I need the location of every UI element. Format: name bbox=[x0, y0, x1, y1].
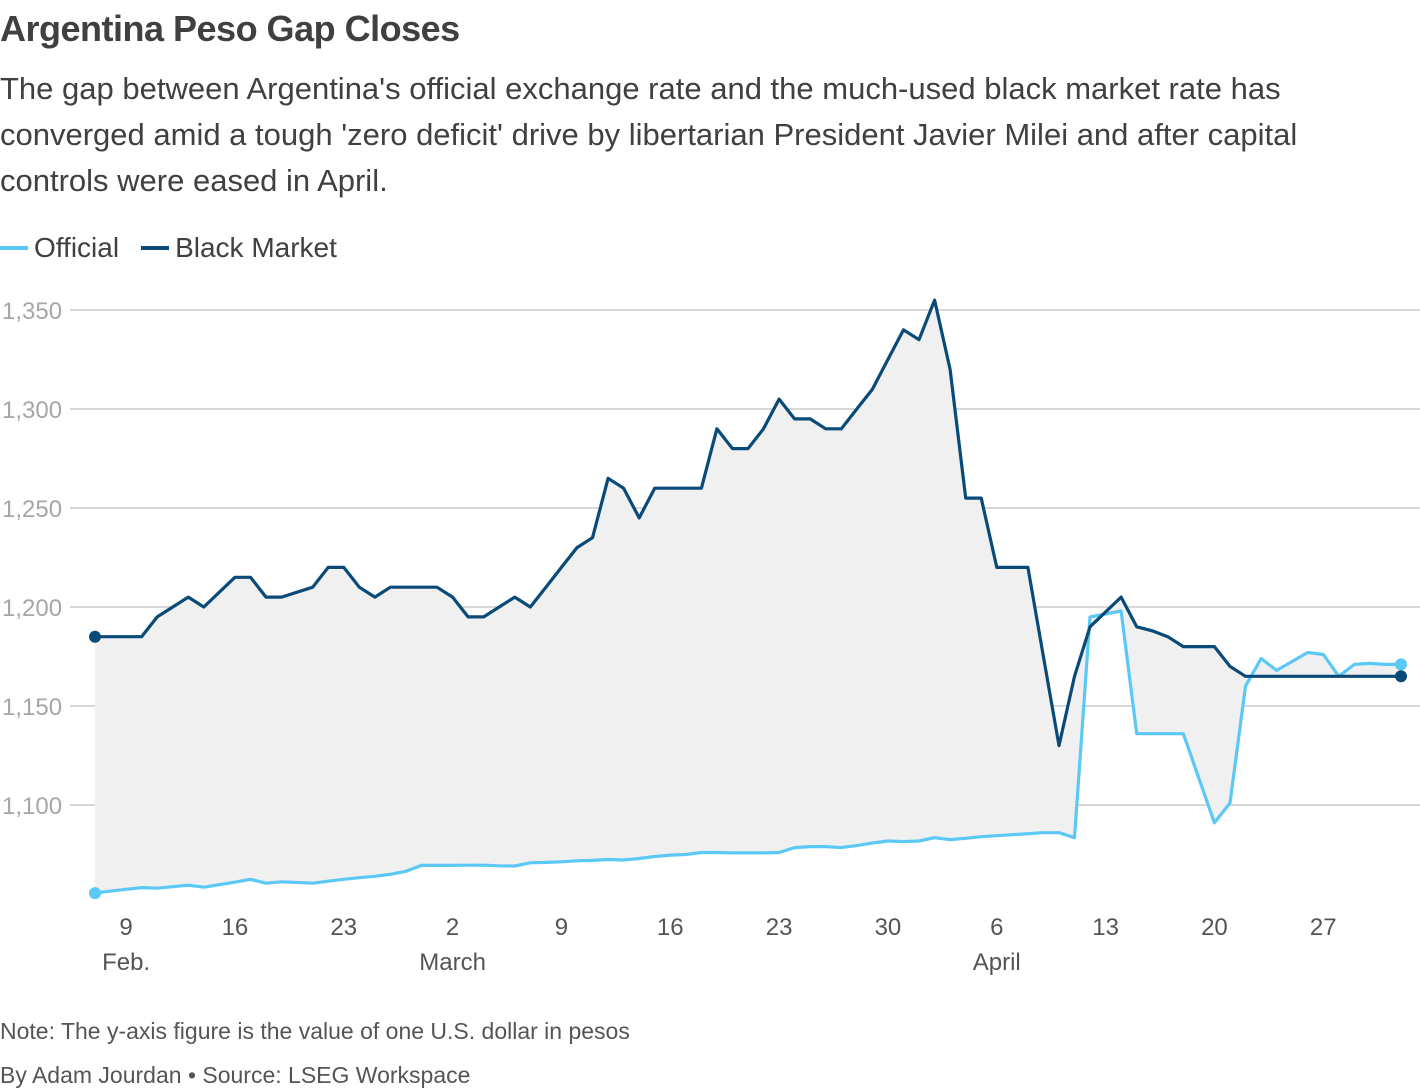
x-tick-label: 6 bbox=[990, 914, 1003, 941]
series-line-black-market bbox=[95, 298, 1401, 748]
legend-item-official: Official bbox=[0, 232, 119, 264]
x-month-label: April bbox=[973, 949, 1021, 976]
x-tick-label: 23 bbox=[766, 914, 793, 941]
series-end-marker-black-market bbox=[1395, 670, 1407, 683]
chart-title: Argentina Peso Gap Closes bbox=[0, 8, 460, 49]
x-tick-label: 13 bbox=[1092, 914, 1119, 941]
x-tick-label: 20 bbox=[1201, 914, 1228, 941]
x-tick-label: 23 bbox=[330, 914, 357, 941]
x-tick-label: 2 bbox=[446, 914, 459, 941]
legend: Official Black Market bbox=[0, 232, 359, 264]
legend-item-black-market: Black Market bbox=[141, 232, 337, 264]
series-start-marker-black-market bbox=[89, 630, 101, 643]
y-tick-label: 1,250 bbox=[2, 496, 62, 523]
gap-area bbox=[95, 300, 1401, 894]
x-tick-label: 9 bbox=[119, 914, 132, 941]
series-start-marker-official bbox=[89, 887, 101, 900]
x-tick-label: 16 bbox=[222, 914, 249, 941]
x-month-label: Feb. bbox=[102, 949, 150, 976]
legend-swatch-official bbox=[0, 246, 28, 250]
x-tick-label: 9 bbox=[555, 914, 568, 941]
y-tick-label: 1,350 bbox=[2, 298, 62, 325]
series-line-official bbox=[94, 609, 1401, 895]
line-chart: 1,100 1,150 1,200 1,250 1,300 1,350 9 Feb. 16 23 2… bbox=[2, 298, 1420, 976]
x-tick-label: 16 bbox=[657, 914, 684, 941]
y-tick-label: 1,200 bbox=[2, 595, 62, 622]
chart-subtitle: The gap between Argentina's official exc… bbox=[0, 71, 1298, 198]
series-end-marker-official bbox=[1395, 658, 1407, 671]
x-tick-label: 30 bbox=[875, 914, 902, 941]
x-tick-label: 27 bbox=[1310, 914, 1337, 941]
y-tick-label: 1,150 bbox=[2, 694, 62, 721]
byline-source: By Adam Jourdan • Source: LSEG Workspace bbox=[0, 1062, 471, 1088]
legend-label-official: Official bbox=[34, 232, 120, 263]
chart-note: Note: The y-axis figure is the value of … bbox=[0, 1018, 630, 1044]
legend-label-black-market: Black Market bbox=[175, 232, 337, 263]
x-month-label: March bbox=[419, 949, 486, 976]
legend-swatch-black-market bbox=[141, 246, 170, 250]
y-tick-label: 1,300 bbox=[2, 397, 62, 424]
y-tick-label: 1,100 bbox=[2, 793, 62, 820]
